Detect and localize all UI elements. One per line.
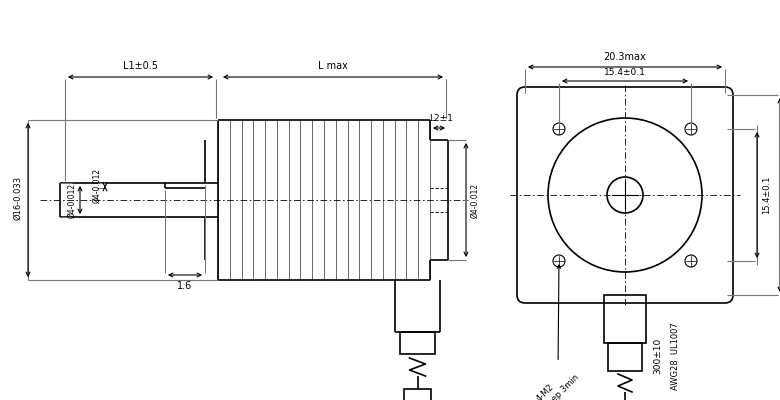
Text: 15.4±0.1: 15.4±0.1 [604,68,646,77]
Bar [404,389,431,400]
Bar [604,295,646,343]
Text: L1±0.5: L1±0.5 [123,61,158,71]
Text: AWG28  UL1007: AWG28 UL1007 [671,322,680,390]
Text: L max: L max [318,61,348,71]
Text: Ø4-0.012: Ø4-0.012 [67,182,76,218]
Text: 20.3max: 20.3max [604,52,647,62]
Text: Ø16-0.033: Ø16-0.033 [13,176,22,220]
Text: 15.4±0.1: 15.4±0.1 [762,176,771,214]
Text: 300±10: 300±10 [653,338,662,374]
Text: Ø4-0.012: Ø4-0.012 [470,182,479,218]
Text: 4-M2
deep 3min: 4-M2 deep 3min [535,265,580,400]
Text: 1.6: 1.6 [177,281,193,291]
Text: L2±1: L2±1 [429,114,453,123]
Bar [400,332,435,354]
Bar [608,343,642,371]
Text: Ø4-0.012: Ø4-0.012 [92,168,101,203]
